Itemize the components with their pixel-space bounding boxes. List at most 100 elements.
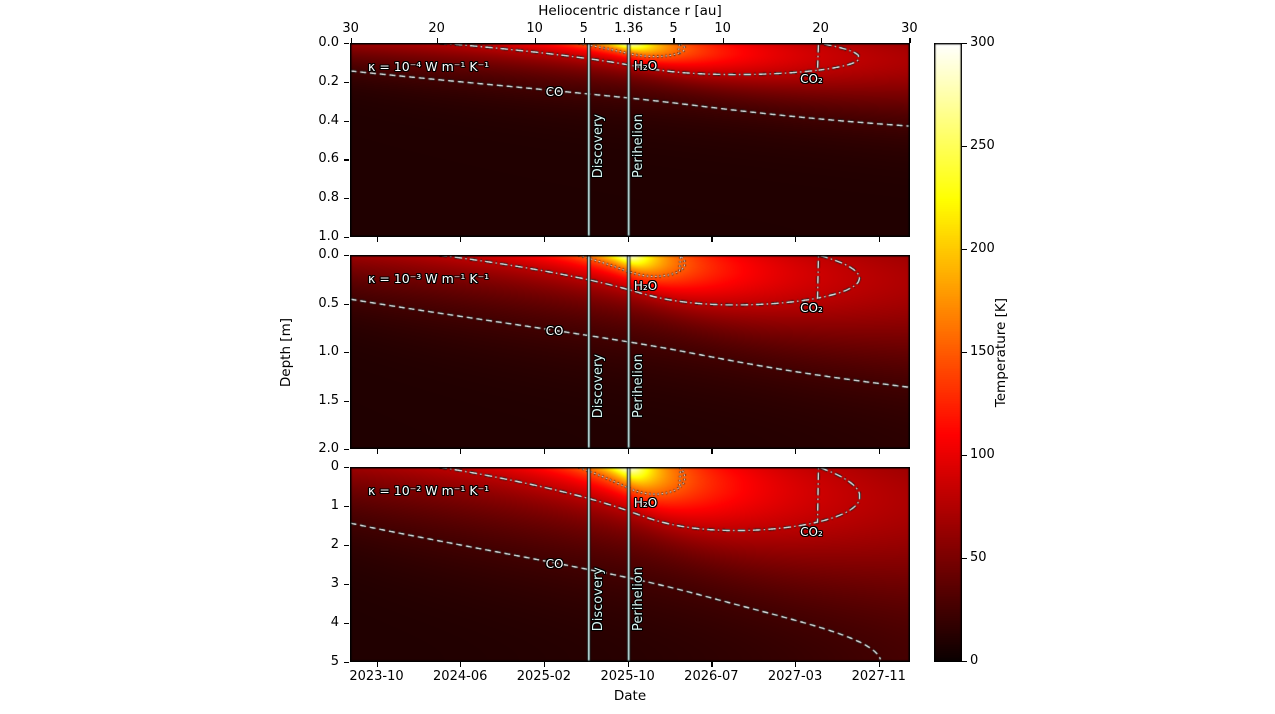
colorbar-tick-label: 100 (970, 447, 995, 462)
top-tick-mark (350, 38, 352, 43)
y-tick-mark (344, 506, 349, 508)
x-tick-mark (711, 237, 713, 242)
heatmap-panel-1 (350, 43, 910, 237)
colorbar-tick-mark (962, 558, 967, 560)
kappa-label: κ = 10⁻³ W m⁻¹ K⁻¹ (368, 271, 490, 286)
y-tick-label: 2 (330, 537, 339, 552)
x-tick-mark (376, 449, 378, 454)
event-label-text: Perihelion (630, 354, 646, 418)
top-tick-label: 1.36 (614, 21, 644, 36)
contour-label-co: CO (545, 84, 564, 99)
contour-label-co2: CO₂ (800, 71, 823, 86)
y-tick-mark (344, 237, 349, 239)
top-tick-mark (534, 38, 536, 43)
top-tick-label: 5 (579, 21, 588, 36)
top-tick-label: 10 (526, 21, 543, 36)
y-tick-label: 0.2 (318, 73, 339, 89)
y-tick-mark (344, 400, 349, 402)
y-tick-mark (344, 303, 349, 305)
top-tick-mark (436, 38, 438, 43)
colorbar (934, 43, 962, 662)
y-tick-label: 0.0 (318, 35, 339, 50)
y-tick-mark (344, 467, 349, 469)
x-tick-mark (376, 662, 378, 667)
top-tick-label: 20 (812, 21, 829, 36)
x-tick-mark (543, 449, 546, 454)
event-label-discovery: Discovery (591, 354, 608, 422)
y-tick-mark (344, 159, 349, 161)
top-tick-label: 20 (428, 21, 445, 36)
y-tick-label: 1.0 (318, 229, 339, 244)
y-tick-mark (344, 198, 349, 200)
top-tick-mark (583, 38, 585, 43)
y-tick-mark (344, 623, 349, 625)
event-label-text: Discovery (590, 354, 606, 419)
top-tick-label: 5 (669, 21, 678, 36)
y-tick-mark (344, 43, 349, 45)
kappa-label: κ = 10⁻⁴ W m⁻¹ K⁻¹ (368, 59, 490, 74)
y-tick-label: 0.0 (318, 247, 339, 262)
x-tick-mark (460, 449, 462, 454)
event-label-text: Discovery (590, 567, 606, 632)
top-tick-label: 30 (901, 21, 918, 36)
colorbar-tick-label: 250 (970, 138, 995, 153)
y-tick-mark (344, 120, 349, 122)
contour-label-h2o: H₂O (633, 59, 658, 74)
top-axis-title: Heliocentric distance r [au] (538, 3, 722, 19)
y-tick-mark (344, 584, 349, 586)
y-tick-mark (344, 545, 349, 547)
event-label-text: Perihelion (630, 113, 646, 178)
y-tick-label: 4 (330, 615, 339, 630)
colorbar-tick-mark (962, 661, 967, 663)
heatmap-panel-2 (350, 255, 910, 449)
x-tick-mark (543, 662, 546, 667)
x-tick-mark (878, 449, 880, 454)
y-tick-label: 3 (330, 576, 339, 591)
x-tick-mark (711, 449, 713, 454)
event-label-text: Discovery (590, 113, 606, 179)
y-tick-mark (344, 81, 349, 83)
x-tick-label: 2026-07 (684, 669, 739, 684)
x-tick-label: 2023-10 (349, 669, 404, 684)
x-tick-mark (627, 449, 629, 454)
colorbar-title-text: Temperature [K] (993, 297, 1009, 408)
y-tick-label: 2.0 (318, 441, 339, 456)
colorbar-tick-label: 200 (970, 241, 995, 256)
event-label-discovery: Discovery (591, 114, 608, 182)
colorbar-tick-mark (962, 43, 967, 45)
contour-label-co: CO (545, 556, 564, 571)
x-tick-mark (878, 662, 880, 667)
x-tick-mark (627, 662, 629, 667)
y-tick-label: 5 (330, 654, 339, 669)
y-tick-mark (344, 662, 349, 664)
y-tick-label: 0.8 (318, 190, 339, 206)
kappa-label: κ = 10⁻² W m⁻¹ K⁻¹ (368, 483, 490, 498)
y-tick-label: 1.0 (318, 344, 339, 359)
y-tick-mark (344, 352, 349, 354)
top-tick-mark (722, 38, 724, 43)
x-tick-label: 2025-02 (516, 669, 572, 684)
colorbar-tick-mark (962, 455, 967, 457)
event-label-perihelion: Perihelion (631, 567, 648, 635)
colorbar-tick-mark (962, 249, 967, 251)
x-tick-mark (627, 237, 629, 242)
top-tick-mark (628, 38, 630, 43)
y-tick-label: 0.4 (318, 112, 339, 128)
x-tick-mark (460, 237, 462, 242)
event-label-text: Perihelion (630, 567, 646, 631)
contour-label-co2: CO₂ (800, 525, 823, 540)
y-tick-mark (344, 255, 349, 257)
top-tick-label: 10 (714, 21, 731, 36)
event-label-discovery: Discovery (591, 567, 608, 635)
y-tick-label: 1.5 (318, 392, 339, 408)
x-axis-title: Date (613, 688, 647, 704)
y-tick-label: 0 (330, 459, 339, 474)
x-tick-mark (376, 237, 378, 242)
contour-label-h2o: H₂O (633, 496, 658, 511)
colorbar-tick-label: 300 (970, 35, 995, 50)
event-label-perihelion: Perihelion (631, 354, 648, 422)
x-tick-mark (460, 662, 462, 667)
top-tick-mark (673, 38, 675, 43)
y-tick-label: 0.6 (318, 151, 339, 167)
